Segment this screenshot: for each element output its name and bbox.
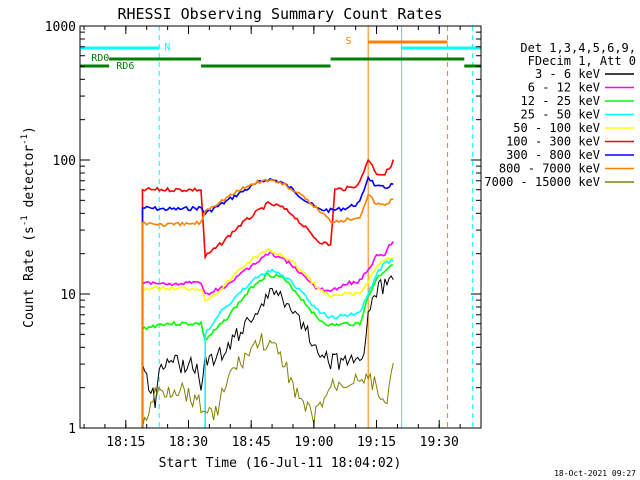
series-line-6-12-kev — [141, 241, 394, 428]
legend-label-100-300-kev: 100 - 300 keV — [506, 135, 600, 149]
plot-frame — [79, 25, 482, 429]
series-line-800-7000-kev — [141, 178, 394, 428]
legend-label-50-100-kev: 50 - 100 keV — [513, 121, 600, 135]
x-tick-label-19-00: 19:00 — [294, 435, 333, 450]
series-line-12-25-kev — [141, 264, 394, 428]
y-axis-label-main: Count Rate (s — [22, 226, 37, 328]
y-axis-label-exp2: -1 — [20, 134, 30, 145]
y-tick-label-1000: 1000 — [45, 20, 76, 35]
x-axis-ticks: 18:15 18:30 18:45 19:00 19:15 19:30 — [83, 26, 482, 450]
legend-label-12-25-kev: 12 - 25 keV — [521, 94, 600, 108]
legend-label-6-12-kev: 6 - 12 keV — [528, 81, 600, 95]
series-line-100-300-kev — [141, 158, 395, 428]
y-tick-label-100: 100 — [53, 154, 76, 169]
x-tick-label-19-30: 19:30 — [420, 435, 459, 450]
x-tick-label-18-30: 18:30 — [169, 435, 208, 450]
vertical-markers — [158, 26, 474, 428]
legend-label-25-50-kev: 25 - 50 keV — [521, 108, 600, 122]
footer-timestamp: 18-Oct-2021 09:27 — [554, 469, 636, 478]
legend-label-3-6-kev: 3 - 6 keV — [535, 67, 600, 81]
flag-label-n: N — [164, 42, 170, 53]
legend-header-line-1: Det 1,3,4,5,6,9, — [520, 41, 636, 55]
series-lines — [141, 158, 395, 429]
y-axis-ticks: 1 10 100 1000 — [45, 20, 481, 437]
legend-header-line-2: FDecim 1, Att 0 — [528, 54, 636, 68]
flag-label-rd0: RD0 — [91, 53, 109, 64]
x-tick-label-19-15: 19:15 — [357, 435, 396, 450]
y-tick-label-1: 1 — [68, 422, 76, 437]
y-axis-label-end: ) — [22, 126, 37, 134]
legend-label-7000-15000-kev: 7000 - 15000 keV — [484, 175, 600, 189]
y-axis-label-exp1: -1 — [20, 215, 30, 226]
series-line-25-50-kev — [204, 257, 394, 428]
series-line-3-6-kev — [142, 275, 394, 428]
chart-title: RHESSI Observing Summary Count Rates — [117, 5, 442, 23]
x-tick-label-18-45: 18:45 — [232, 435, 271, 450]
flag-bars: RD0 RD6 N S — [80, 36, 481, 72]
series-line-7000-15000-kev — [142, 333, 394, 429]
flag-label-s: S — [345, 36, 351, 47]
y-axis-label-mid: detector — [22, 145, 37, 216]
series-line-50-100-kev — [141, 248, 394, 428]
legend-label-800-7000-kev: 800 - 7000 keV — [499, 162, 600, 176]
y-tick-label-10: 10 — [60, 288, 76, 303]
legend-label-300-800-kev: 300 - 800 keV — [506, 148, 600, 162]
x-tick-label-18-15: 18:15 — [106, 435, 145, 450]
legend: Det 1,3,4,5,6,9, FDecim 1, Att 0 3 - 6 k… — [484, 41, 636, 189]
x-axis-label: Start Time (16-Jul-11 18:04:02) — [159, 456, 402, 471]
flag-label-rd6: RD6 — [116, 61, 134, 72]
y-axis-label: Count Rate (s-1 detector-1) — [20, 126, 37, 328]
